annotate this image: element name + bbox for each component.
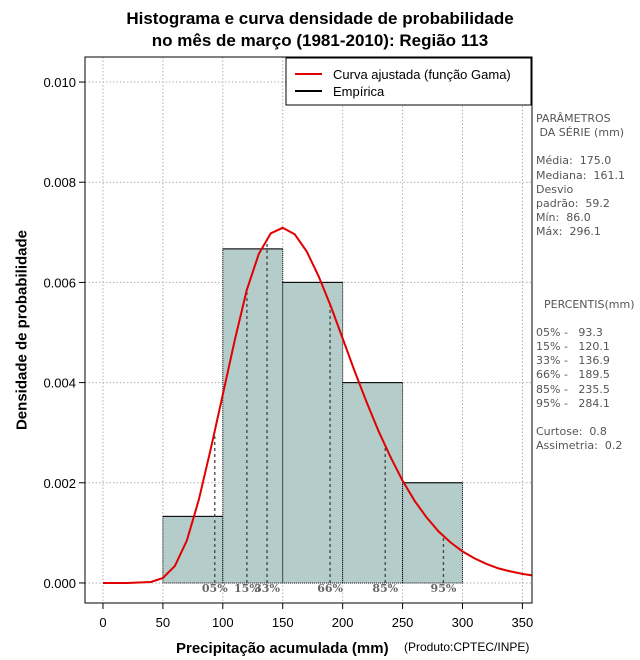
percentis-title: PERCENTIS(mm)	[544, 297, 635, 311]
legend-box	[285, 57, 532, 106]
percentile-label: 95%	[431, 582, 457, 595]
histogram-bar	[402, 482, 463, 584]
x-tick-label: 250	[392, 615, 414, 630]
x-tick-label: 200	[332, 615, 354, 630]
y-tick-label: 0.000	[43, 576, 76, 591]
legend-entry-label: Empírica	[333, 84, 385, 99]
x-tick-label: 100	[212, 615, 234, 630]
legend: Curva ajustada (função Gama) Empírica	[285, 57, 532, 106]
series-parameters-panel: PARÂMETROS DA SÉRIE (mm) Média: 175.0 Me…	[536, 112, 640, 453]
y-tick-label: 0.006	[43, 275, 76, 290]
y-tick-label: 0.008	[43, 175, 76, 190]
x-tick-label: 150	[272, 615, 294, 630]
y-tick-label: 0.010	[43, 75, 76, 90]
percentile-label: 66%	[317, 582, 343, 595]
y-tick-label: 0.004	[43, 376, 76, 391]
chart-title: Histograma e curva densidade de probabil…	[0, 8, 640, 52]
y-axis-label: Densidade de probabilidade	[13, 229, 31, 431]
legend-entry-label: Curva ajustada (função Gama)	[333, 67, 511, 82]
chart-title-line1: Histograma e curva densidade de probabil…	[126, 9, 514, 28]
percentile-label: 33%	[254, 582, 280, 595]
params-values: Média: 175.0 Mediana: 161.1 Desvio padrã…	[536, 154, 625, 239]
y-tick-label: 0.002	[43, 476, 76, 491]
plot-frame	[84, 56, 533, 604]
x-tick-label: 0	[99, 615, 106, 630]
histogram-bar	[342, 382, 404, 584]
gamma-fit-curve	[103, 226, 532, 584]
x-tick-label: 300	[452, 615, 474, 630]
percentile-label: 85%	[372, 582, 398, 595]
percentile-label: 15%	[234, 582, 260, 595]
percentis-values: 05% - 93.3 15% - 120.1 33% - 136.9 66% -…	[536, 325, 610, 410]
histogram-bar	[162, 515, 224, 584]
x-tick-label: 350	[512, 615, 534, 630]
params-title: PARÂMETROS DA SÉRIE (mm)	[536, 112, 625, 140]
shape-stats: Curtose: 0.8 Assimetria: 0.2	[536, 425, 623, 453]
x-tick-label: 50	[156, 615, 170, 630]
percentile-label: 05%	[202, 582, 228, 595]
histogram-bar	[222, 248, 284, 584]
chart-title-line2: no mês de março (1981-2010): Região 113	[151, 31, 489, 50]
histogram-bar	[282, 281, 344, 584]
x-axis-label: Precipitação acumulada (mm)	[176, 640, 389, 657]
product-credit: (Produto:CPTEC/INPE)	[404, 640, 530, 654]
